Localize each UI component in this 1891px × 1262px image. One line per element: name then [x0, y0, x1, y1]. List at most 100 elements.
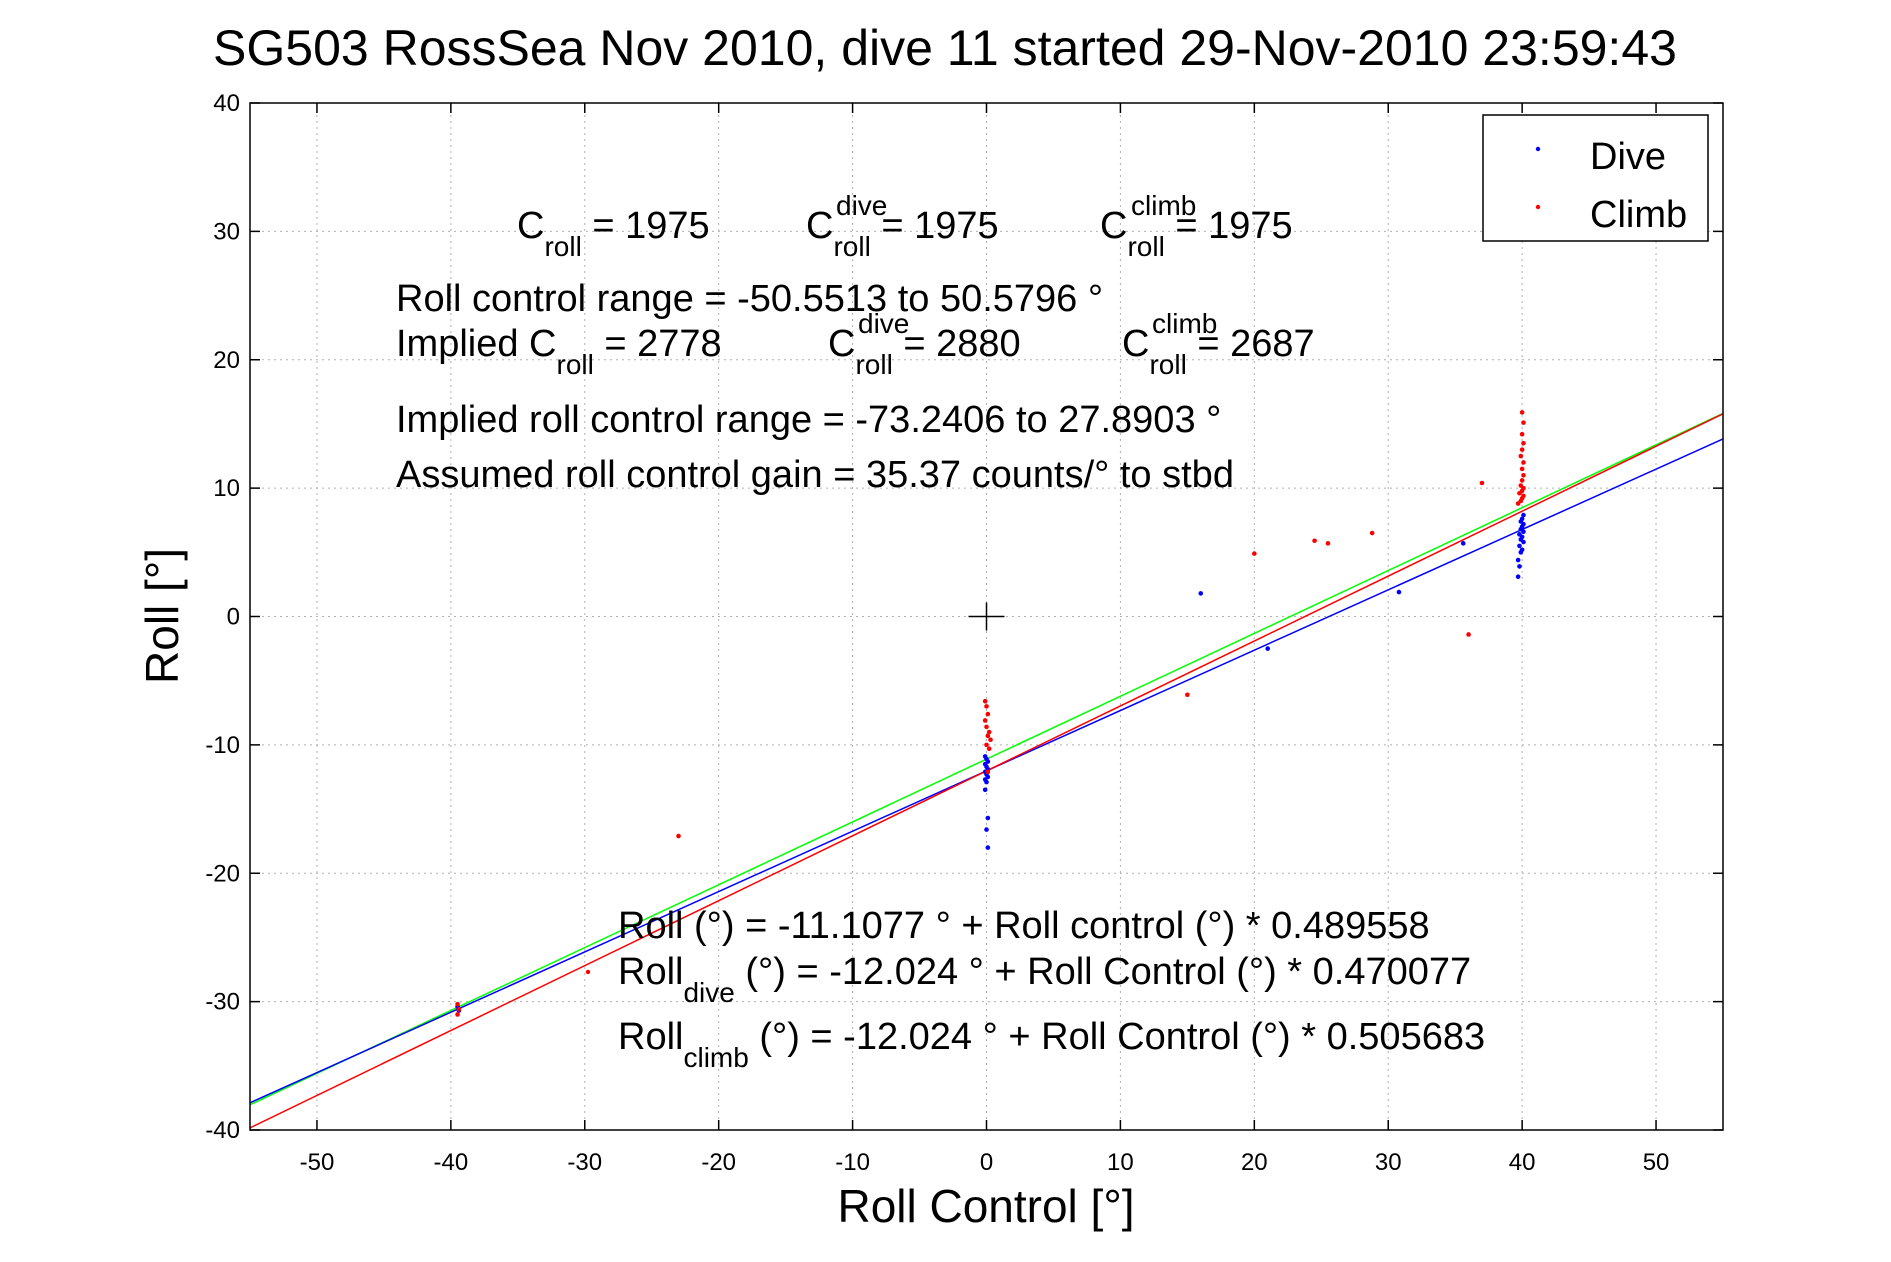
annotation-implied-c-roll-climb: Croll = 2687	[1122, 323, 1315, 380]
point-climb	[1325, 541, 1331, 546]
point-dive	[985, 815, 991, 821]
annotation-c-roll-dive: Croll = 1975	[806, 205, 999, 262]
legend-dive-marker	[1535, 146, 1541, 152]
point-climb	[1185, 692, 1190, 698]
implied-c-roll-sub: roll	[557, 349, 594, 380]
c-roll-value: = 1975	[582, 205, 710, 247]
c-roll-dive-sub: roll	[833, 231, 870, 262]
c-roll-dive-label: C	[806, 205, 833, 247]
y-tick-label: -40	[205, 1117, 240, 1144]
c-roll-climb-label: C	[1100, 205, 1127, 247]
c-roll-climb-value: = 1975	[1165, 205, 1293, 247]
implied-c-roll-dive-label: C	[828, 323, 855, 365]
y-tick-label: 10	[213, 475, 240, 502]
point-climb	[988, 737, 993, 743]
fit-climb-label: Roll	[618, 1016, 683, 1058]
annotations: Croll = 1975 Croll = 1975 dive Croll = 1…	[396, 190, 1485, 1073]
legend-climb-marker	[1535, 204, 1541, 210]
legend-dive-label: Dive	[1590, 136, 1666, 178]
x-tick-label: 10	[1107, 1149, 1134, 1176]
legend-climb-label: Climb	[1590, 194, 1687, 236]
point-dive	[1265, 646, 1271, 651]
annotation-c-roll-climb-sup: climb	[1131, 190, 1196, 221]
point-climb	[1519, 410, 1525, 415]
point-climb	[1521, 493, 1526, 499]
stray-marker	[585, 969, 591, 975]
point-climb	[1521, 472, 1526, 478]
implied-c-roll-dive-value: = 2880	[893, 323, 1021, 365]
y-tick-label: 30	[213, 218, 240, 245]
implied-c-roll-climb-sub: roll	[1149, 349, 1186, 380]
c-roll-dive-value: = 1975	[871, 205, 999, 247]
point-dive	[1517, 543, 1522, 549]
point-climb	[982, 718, 988, 723]
implied-c-roll-dive-sub: roll	[855, 349, 892, 380]
x-tick-label: 20	[1241, 1149, 1268, 1176]
implied-c-roll-label: Implied C	[396, 323, 557, 365]
y-tick-label: -20	[205, 860, 240, 887]
x-tick-label: -20	[701, 1149, 736, 1176]
annotation-assumed-gain: Assumed roll control gain = 35.37 counts…	[396, 454, 1234, 496]
point-climb	[1519, 431, 1525, 437]
annotation-roll-control-range: Roll control range = -50.5513 to 50.5796…	[396, 278, 1103, 320]
point-dive	[982, 787, 988, 793]
point-climb	[1521, 460, 1526, 465]
annotation-implied-range: Implied roll control range = -73.2406 to…	[396, 399, 1221, 441]
point-climb	[982, 698, 988, 704]
point-climb	[984, 704, 989, 709]
chart-title: SG503 RossSea Nov 2010, dive 11 started …	[213, 20, 1677, 76]
annotation-c-roll-climb: Croll = 1975	[1100, 205, 1293, 262]
point-climb	[984, 724, 989, 730]
point-climb	[455, 1012, 460, 1017]
point-climb	[1466, 632, 1471, 637]
point-climb	[1312, 538, 1317, 544]
x-tick-label: -40	[434, 1149, 469, 1176]
data-points	[455, 410, 1526, 1017]
point-dive	[1198, 591, 1204, 596]
implied-c-roll-climb-value: = 2687	[1187, 323, 1315, 365]
point-climb	[455, 1001, 460, 1007]
fit-climb-value: (°) = -12.024 ° + Roll Control (°) * 0.5…	[749, 1016, 1485, 1058]
point-climb	[1519, 478, 1525, 483]
point-climb	[985, 711, 991, 717]
point-dive	[1521, 512, 1526, 518]
implied-c-roll-value: = 2778	[594, 323, 722, 365]
annotation-fit-climb: Rollclimb (°) = -12.024 ° + Roll Control…	[618, 1016, 1485, 1073]
annotation-fit-all: Roll (°) = -11.1077 ° + Roll control (°)…	[618, 905, 1430, 947]
point-dive	[1519, 547, 1525, 553]
point-dive	[985, 845, 991, 850]
legend-box	[1482, 114, 1709, 242]
point-climb	[1519, 447, 1525, 452]
x-tick-label: -10	[835, 1149, 870, 1176]
x-tick-label: -50	[300, 1149, 335, 1176]
point-climb	[986, 729, 992, 735]
point-dive	[984, 779, 989, 785]
axis-ticks: -50 -40 -30 -20 -10 0 10 20 30 40 50 -40 -30 -20 -10 0 1…	[205, 90, 1723, 1176]
legend: Dive Climb	[1482, 114, 1709, 242]
annotation-implied-c-roll-dive: Croll = 2880	[828, 323, 1021, 380]
annotation-fit-dive: Rolldive (°) = -12.024 ° + Roll Control …	[618, 951, 1471, 1008]
x-tick-label: 30	[1375, 1149, 1402, 1176]
point-climb	[1521, 420, 1526, 425]
annotation-implied-c-roll: Implied Croll = 2778	[396, 323, 722, 380]
c-roll-climb-sub: roll	[1127, 231, 1164, 262]
x-tick-label: -30	[567, 1149, 602, 1176]
x-tick-label: 40	[1509, 1149, 1536, 1176]
annotation-c-roll: Croll = 1975	[517, 205, 710, 262]
x-tick-label: 50	[1643, 1149, 1670, 1176]
fit-dive-value: (°) = -12.024 ° + Roll Control (°) * 0.4…	[735, 951, 1471, 993]
point-climb	[985, 733, 991, 739]
point-dive	[1515, 557, 1521, 563]
point-climb	[984, 742, 989, 748]
point-climb	[986, 746, 992, 752]
annotation-implied-c-roll-climb-sup: climb	[1152, 308, 1217, 339]
point-climb	[1369, 530, 1375, 536]
y-tick-label: 40	[213, 90, 240, 117]
point-dive	[1519, 516, 1525, 522]
y-axis-label: Roll [°]	[136, 548, 188, 684]
c-roll-sub: roll	[544, 231, 581, 262]
y-tick-label: -30	[205, 989, 240, 1016]
fit-dive-sub: dive	[683, 977, 734, 1008]
origin-marker	[968, 602, 1005, 631]
